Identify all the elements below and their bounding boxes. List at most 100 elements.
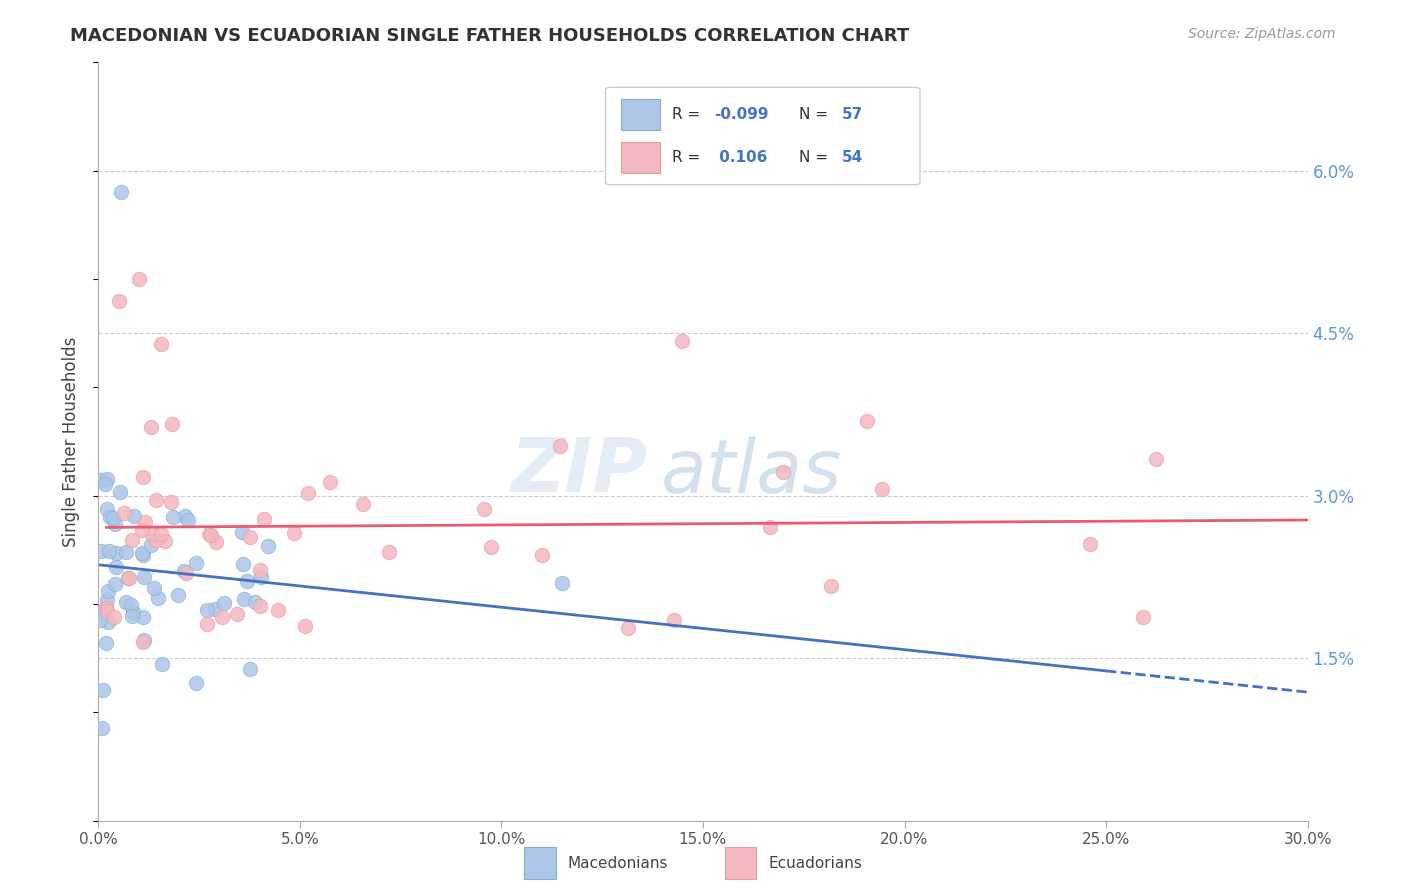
FancyBboxPatch shape [606, 87, 920, 185]
Point [121, 533, 143, 547]
Point [1132, 609, 1154, 624]
Text: 54: 54 [841, 150, 863, 165]
Point [98, 543, 121, 558]
Text: MACEDONIAN VS ECUADORIAN SINGLE FATHER HOUSEHOLDS CORRELATION CHART: MACEDONIAN VS ECUADORIAN SINGLE FATHER H… [70, 27, 910, 45]
Point [249, 599, 271, 613]
Point [115, 545, 138, 559]
Point [98, 509, 121, 524]
Point [141, 526, 163, 541]
Point [214, 596, 236, 610]
Bar [524, 847, 555, 880]
Point [139, 419, 162, 434]
Point [117, 571, 139, 585]
Point [174, 566, 197, 580]
Point [472, 501, 495, 516]
Point [90, 544, 112, 558]
Point [134, 515, 156, 529]
Point [870, 482, 893, 496]
Point [97, 615, 120, 629]
Text: N =: N = [799, 107, 832, 122]
Point [239, 530, 262, 544]
Point [253, 512, 276, 526]
Point [204, 602, 226, 616]
Y-axis label: Single Father Households: Single Father Households [62, 336, 80, 547]
Point [128, 272, 150, 286]
Point [160, 495, 183, 509]
Point [131, 523, 153, 537]
Text: Macedonians: Macedonians [568, 855, 668, 871]
Point [96, 472, 118, 486]
Point [149, 526, 172, 541]
Point [1144, 452, 1167, 467]
Point [820, 579, 842, 593]
Point [134, 633, 156, 648]
Point [231, 525, 253, 540]
Text: -0.099: -0.099 [714, 107, 769, 122]
Point [257, 540, 280, 554]
Point [146, 591, 169, 606]
Point [131, 635, 153, 649]
Point [96, 502, 118, 516]
Point [97, 583, 120, 598]
Point [131, 610, 153, 624]
Point [232, 557, 254, 571]
Point [531, 548, 554, 562]
Point [318, 475, 340, 489]
Point [267, 603, 290, 617]
Point [173, 508, 195, 523]
Point [131, 546, 153, 560]
Point [132, 470, 155, 484]
Point [96, 601, 118, 615]
Point [167, 588, 190, 602]
Point [1078, 537, 1101, 551]
Bar [725, 847, 756, 880]
Text: N =: N = [799, 150, 832, 165]
Point [150, 337, 173, 351]
Bar [620, 98, 659, 130]
Text: 57: 57 [841, 107, 863, 122]
Point [177, 513, 200, 527]
Point [200, 527, 222, 541]
Point [548, 439, 571, 453]
Point [94, 636, 117, 650]
Point [121, 608, 143, 623]
Point [162, 509, 184, 524]
Point [96, 592, 118, 607]
Point [671, 334, 693, 348]
Point [143, 582, 166, 596]
Point [121, 598, 143, 612]
Point [96, 603, 118, 617]
Point [772, 465, 794, 479]
Point [236, 574, 259, 589]
Point [195, 617, 218, 632]
Text: atlas: atlas [661, 436, 842, 508]
Bar [620, 142, 659, 173]
Point [93, 476, 115, 491]
Point [90, 473, 112, 487]
Point [124, 508, 146, 523]
Point [352, 497, 374, 511]
Point [173, 565, 195, 579]
Point [226, 607, 249, 621]
Point [132, 570, 155, 584]
Text: Ecuadorians: Ecuadorians [768, 855, 862, 871]
Point [104, 546, 127, 560]
Text: ZIP: ZIP [512, 435, 648, 508]
Point [150, 657, 173, 671]
Point [104, 560, 127, 574]
Point [108, 293, 131, 308]
Point [141, 537, 163, 551]
Point [114, 595, 136, 609]
Point [103, 610, 125, 624]
Text: Source: ZipAtlas.com: Source: ZipAtlas.com [1188, 27, 1336, 41]
Point [205, 535, 228, 549]
Point [145, 533, 167, 548]
Text: R =: R = [672, 150, 706, 165]
Point [89, 605, 111, 619]
Point [186, 556, 208, 570]
Text: 0.106: 0.106 [714, 150, 768, 165]
Point [101, 511, 124, 525]
Point [249, 563, 271, 577]
Point [145, 492, 167, 507]
Point [104, 576, 127, 591]
